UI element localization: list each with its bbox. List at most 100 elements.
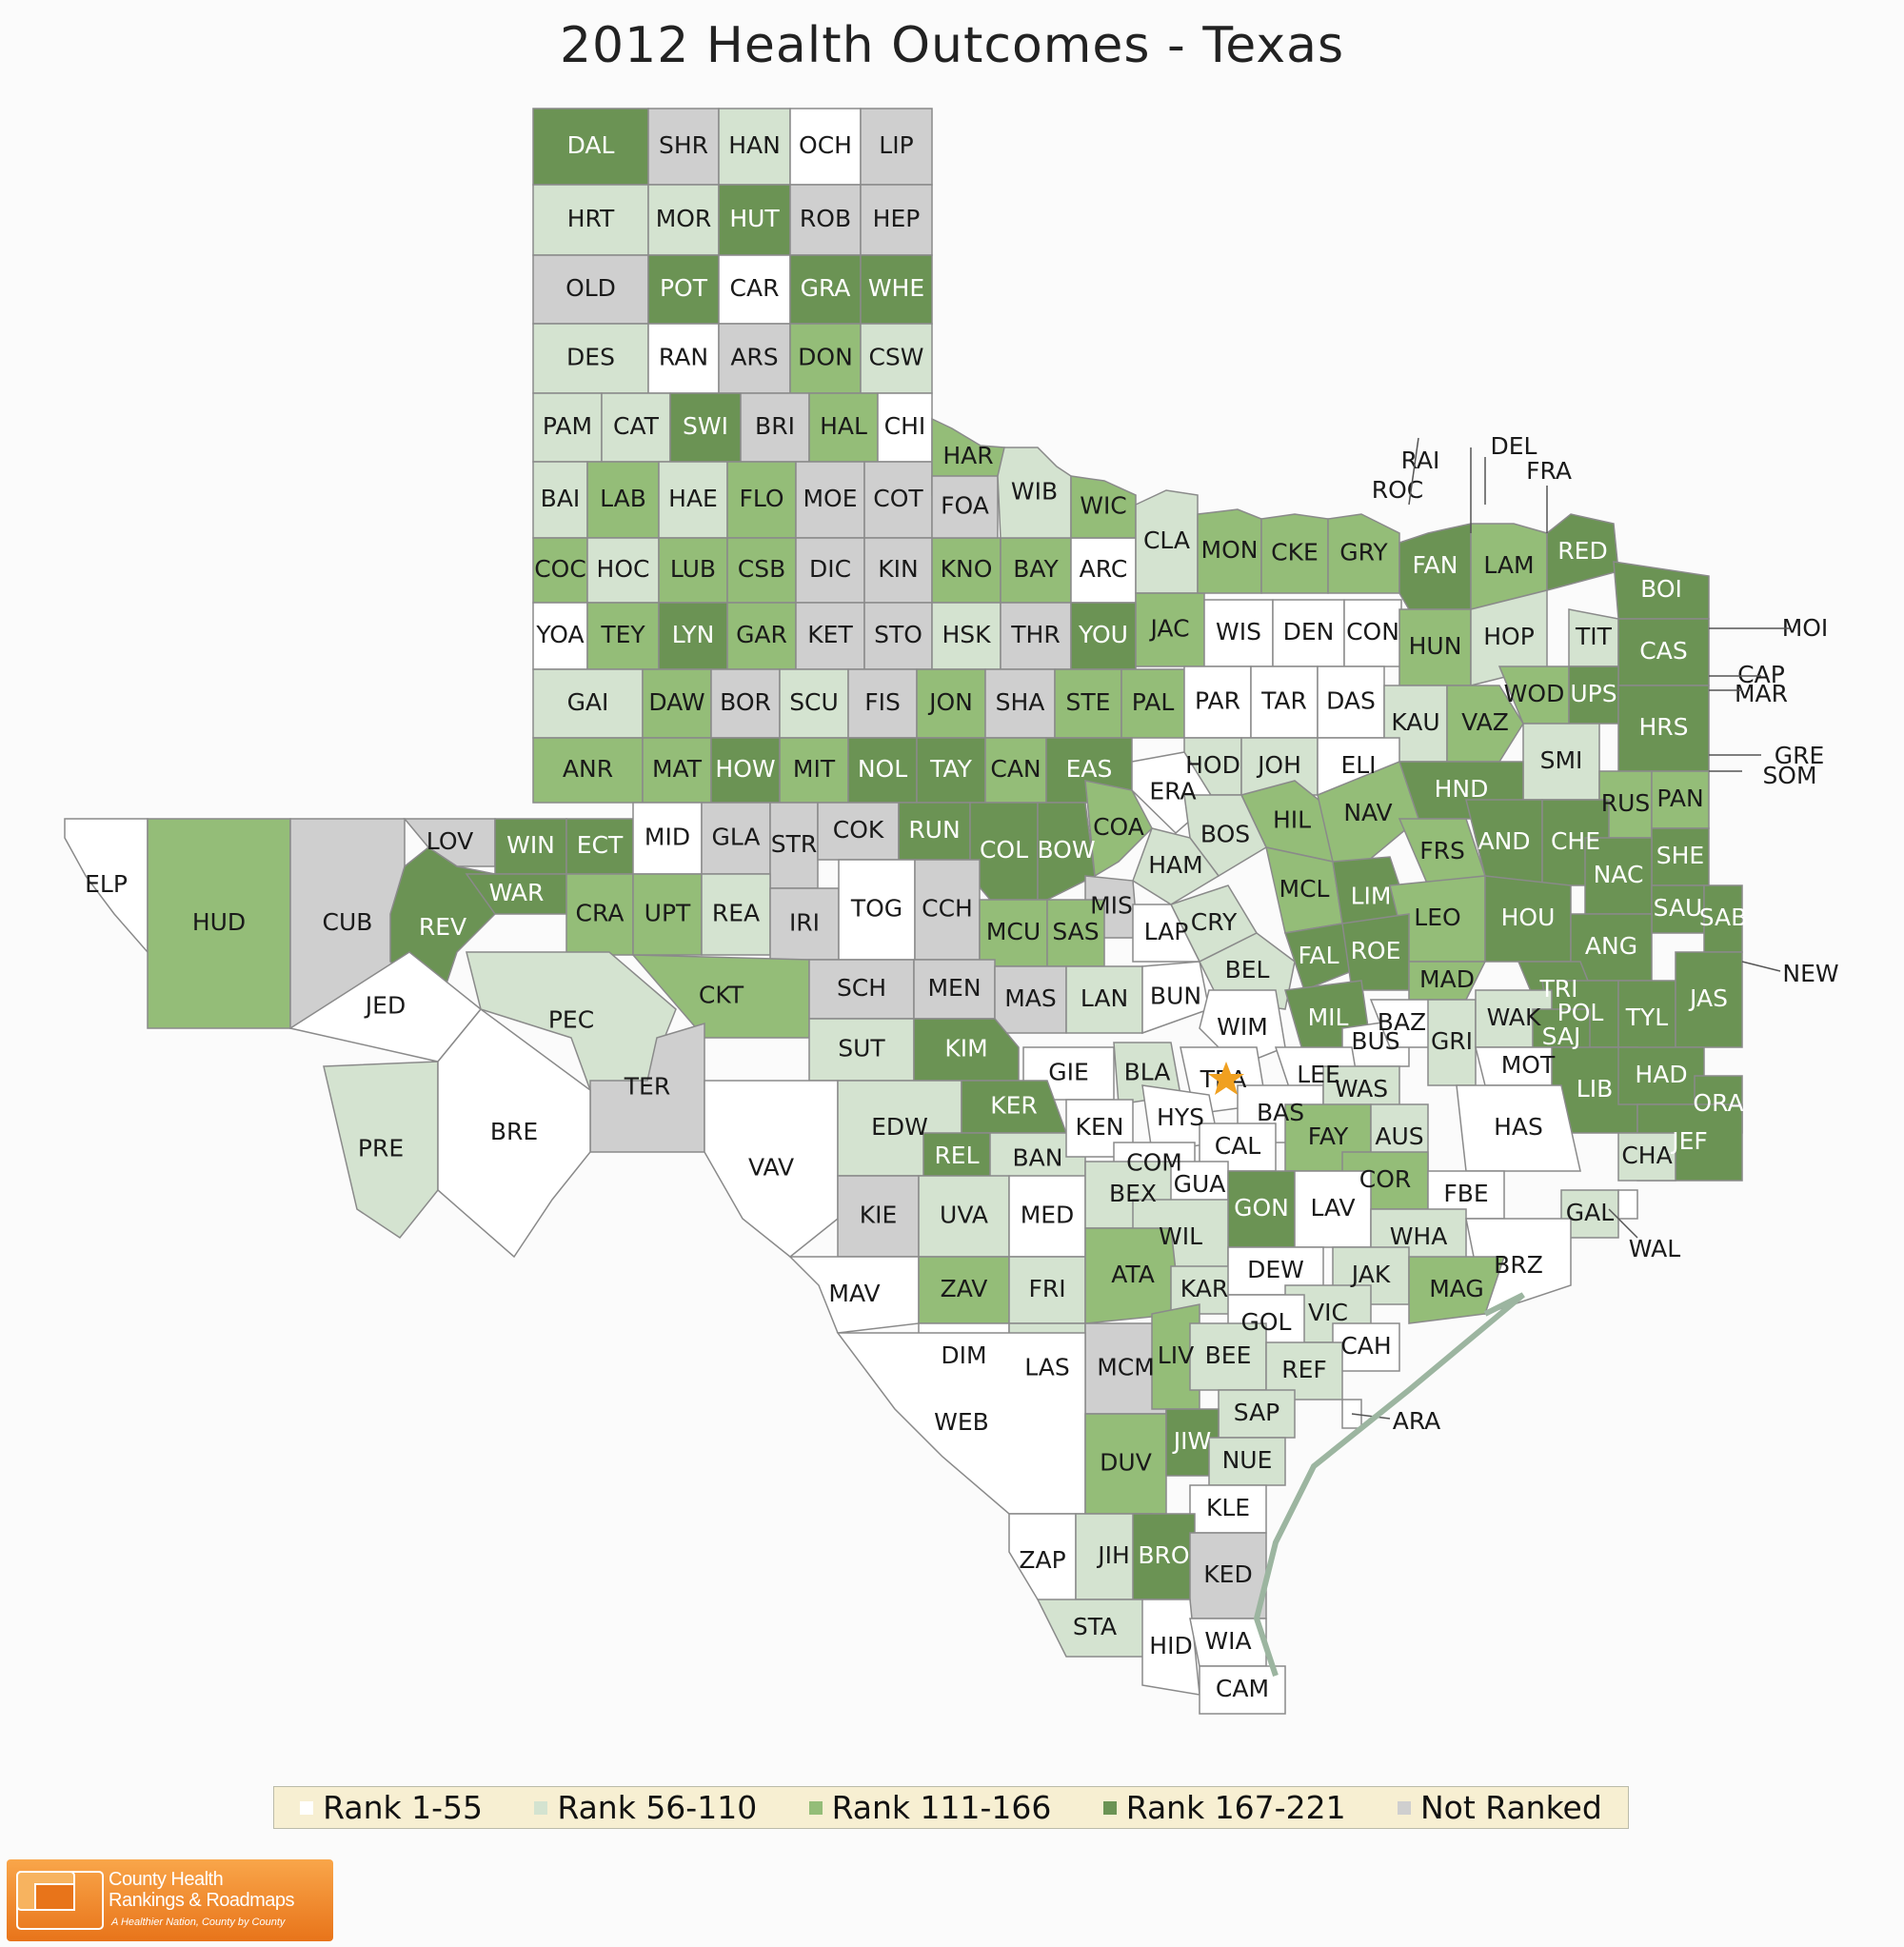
county-foa[interactable] (931, 475, 999, 539)
county-sch[interactable] (808, 959, 915, 1020)
county-you[interactable] (1070, 602, 1137, 670)
county-gla[interactable] (701, 802, 771, 875)
county-hsk[interactable] (931, 602, 1002, 670)
county-label: COT (873, 485, 923, 512)
county-jon[interactable] (916, 668, 986, 739)
county-duv[interactable] (1084, 1413, 1167, 1515)
county-mav[interactable] (788, 1256, 920, 1334)
county-cha[interactable] (1617, 1132, 1676, 1182)
county-label: LAB (600, 485, 646, 512)
county-sut[interactable] (808, 1018, 915, 1082)
county-zav[interactable] (918, 1256, 1010, 1324)
county-lan[interactable] (1065, 965, 1143, 1034)
county-vaz[interactable] (1446, 685, 1524, 763)
county-kim[interactable] (913, 1018, 1020, 1082)
county-mit[interactable] (779, 737, 849, 804)
county-lyn[interactable] (658, 602, 728, 670)
county-coa[interactable] (1084, 780, 1153, 878)
county-han[interactable] (718, 108, 791, 186)
county-win[interactable] (494, 818, 567, 875)
county-kie[interactable] (837, 1175, 920, 1258)
county-run[interactable] (898, 802, 971, 861)
county-cam[interactable] (1199, 1665, 1286, 1715)
county-ste[interactable] (1054, 668, 1122, 739)
county-men[interactable] (913, 959, 996, 1020)
county-thr[interactable] (1000, 602, 1072, 670)
county-hut[interactable] (718, 184, 791, 256)
county-label: MCU (986, 918, 1041, 945)
county-swi[interactable] (669, 392, 742, 463)
county-moe[interactable] (795, 461, 865, 539)
county-uva[interactable] (918, 1175, 1010, 1258)
county-label: BOI (1640, 575, 1682, 603)
county-dal[interactable] (532, 108, 649, 186)
county-daw[interactable] (642, 668, 712, 739)
county-pot[interactable] (647, 254, 720, 325)
county-shr[interactable] (647, 108, 720, 186)
county-gar[interactable] (726, 602, 797, 670)
county-hep[interactable] (860, 184, 933, 256)
county-gai[interactable] (532, 668, 644, 739)
county-label: REV (419, 913, 466, 941)
county-mid[interactable] (632, 802, 703, 875)
county-label: GIE (1048, 1059, 1089, 1086)
county-sto[interactable] (863, 602, 933, 670)
county-don[interactable] (789, 323, 862, 394)
county-red[interactable] (1546, 513, 1619, 591)
county-cra[interactable] (565, 873, 634, 956)
county-pre[interactable] (323, 1061, 439, 1240)
county-car[interactable] (718, 254, 791, 325)
county-tar[interactable] (1250, 666, 1319, 739)
county-nav[interactable] (1317, 761, 1419, 867)
county-anr[interactable] (532, 737, 644, 804)
county-pam[interactable] (532, 392, 603, 463)
county-bri[interactable] (740, 392, 810, 463)
county-gra[interactable] (789, 254, 862, 325)
county-flo[interactable] (726, 461, 797, 539)
county-hal[interactable] (808, 392, 879, 463)
county-ran[interactable] (647, 323, 720, 394)
county-rea[interactable] (701, 873, 771, 956)
county-tey[interactable] (586, 602, 660, 670)
county-label: HID (1149, 1632, 1192, 1659)
county-ham[interactable] (1132, 827, 1220, 905)
county-scu[interactable] (779, 668, 849, 739)
county-rob[interactable] (789, 184, 862, 256)
county-ars[interactable] (718, 323, 791, 394)
county-pal[interactable] (1121, 668, 1185, 739)
county-tay[interactable] (916, 737, 986, 804)
county-label: MOT (1501, 1051, 1556, 1079)
county-bos[interactable] (1183, 794, 1267, 877)
county-nol[interactable] (847, 737, 918, 804)
county-label: SAB (1699, 904, 1748, 931)
county-whe[interactable] (860, 254, 933, 325)
county-cch[interactable] (914, 859, 981, 961)
county-label: MAR (1735, 680, 1788, 707)
county-csw[interactable] (860, 323, 933, 394)
county-med[interactable] (1008, 1175, 1086, 1258)
county-wal[interactable] (1617, 1189, 1638, 1220)
county-has[interactable] (1456, 1084, 1581, 1172)
county-kin[interactable] (863, 537, 933, 604)
county-chi[interactable] (877, 392, 933, 463)
county-mas[interactable] (994, 965, 1067, 1034)
county-hud[interactable] (147, 818, 291, 1029)
callout-line (1608, 1208, 1638, 1239)
county-lov[interactable] (403, 818, 496, 867)
county-bow[interactable] (1037, 802, 1096, 901)
county-cok[interactable] (817, 802, 900, 861)
county-jas[interactable] (1675, 951, 1743, 1048)
county-hae[interactable] (658, 461, 728, 539)
county-how[interactable] (710, 737, 781, 804)
county-nue[interactable] (1208, 1437, 1286, 1486)
county-des[interactable] (532, 323, 649, 394)
county-str[interactable] (769, 802, 819, 889)
county-con[interactable] (1343, 599, 1402, 667)
county-cat[interactable] (601, 392, 671, 463)
county-ket[interactable] (795, 602, 865, 670)
county-fis[interactable] (847, 668, 918, 739)
county-label: GRI (1431, 1027, 1473, 1055)
county-kno[interactable] (931, 537, 1002, 604)
county-label: HAE (668, 485, 718, 512)
county-bre[interactable] (437, 1007, 591, 1259)
